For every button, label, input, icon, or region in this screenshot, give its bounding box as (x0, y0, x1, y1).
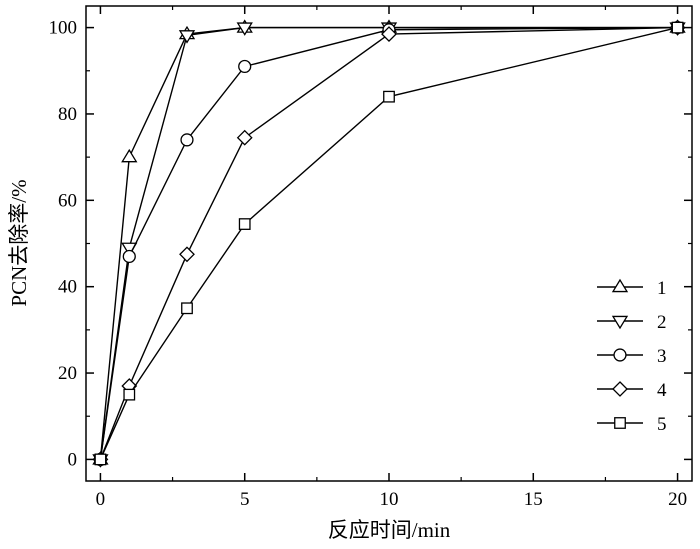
data-point-5 (94, 453, 107, 466)
y-tick-label: 80 (58, 104, 77, 125)
axis-ticks (86, 6, 692, 481)
data-point-4 (381, 26, 397, 42)
series-line-3 (99, 26, 678, 460)
legend-marker (612, 381, 628, 397)
legend-label: 5 (657, 414, 667, 435)
series-line-2 (99, 26, 678, 460)
legend-label: 4 (657, 380, 667, 401)
series-4 (92, 19, 686, 468)
y-tick-label: 0 (68, 449, 78, 470)
legend-marker (611, 315, 629, 330)
legend-label: 3 (657, 346, 667, 367)
data-point-4 (179, 246, 195, 263)
x-tick-label: 0 (96, 489, 106, 510)
data-point-2 (178, 30, 196, 44)
legend-entry-4: 4 (597, 380, 667, 401)
series-3 (93, 20, 685, 467)
y-tick-label: 20 (58, 363, 77, 384)
legend-marker (614, 417, 626, 429)
plot-frame (85, 5, 693, 482)
data-point-3 (122, 249, 136, 264)
x-tick-label: 10 (380, 489, 399, 510)
data-point-1 (121, 148, 138, 163)
data-point-5 (383, 90, 395, 103)
data-point-2 (236, 22, 253, 36)
data-point-5 (123, 388, 136, 401)
legend-label: 2 (657, 312, 667, 333)
series-1 (92, 19, 686, 465)
y-axis-label: PCN去除率/% (7, 179, 31, 306)
series-line-5 (99, 26, 678, 460)
legend: 1 2 3 4 5 (597, 278, 667, 435)
data-point-5 (238, 218, 251, 230)
y-tick-label: 100 (49, 18, 78, 39)
data-point-5 (671, 21, 684, 34)
legend-marker (613, 348, 627, 362)
x-tick-label: 15 (524, 489, 543, 510)
x-tick-label: 20 (668, 489, 687, 510)
x-tick-label: 5 (240, 489, 250, 510)
data-point-3 (180, 133, 194, 147)
legend-entry-5: 5 (597, 414, 667, 435)
series-layer (92, 19, 686, 468)
data-point-5 (181, 302, 193, 315)
legend-label: 1 (657, 278, 667, 299)
legend-entry-3: 3 (597, 346, 667, 367)
y-tick-label: 60 (58, 190, 77, 211)
legend-marker (611, 278, 629, 293)
legend-entry-1: 1 (597, 278, 667, 299)
series-2 (92, 22, 686, 468)
data-point-3 (238, 59, 252, 74)
series-5 (94, 21, 684, 466)
x-axis-label: 反应时间/min (328, 518, 451, 542)
y-tick-label: 40 (58, 277, 77, 298)
data-point-4 (236, 129, 253, 146)
legend-entry-2: 2 (597, 312, 667, 333)
